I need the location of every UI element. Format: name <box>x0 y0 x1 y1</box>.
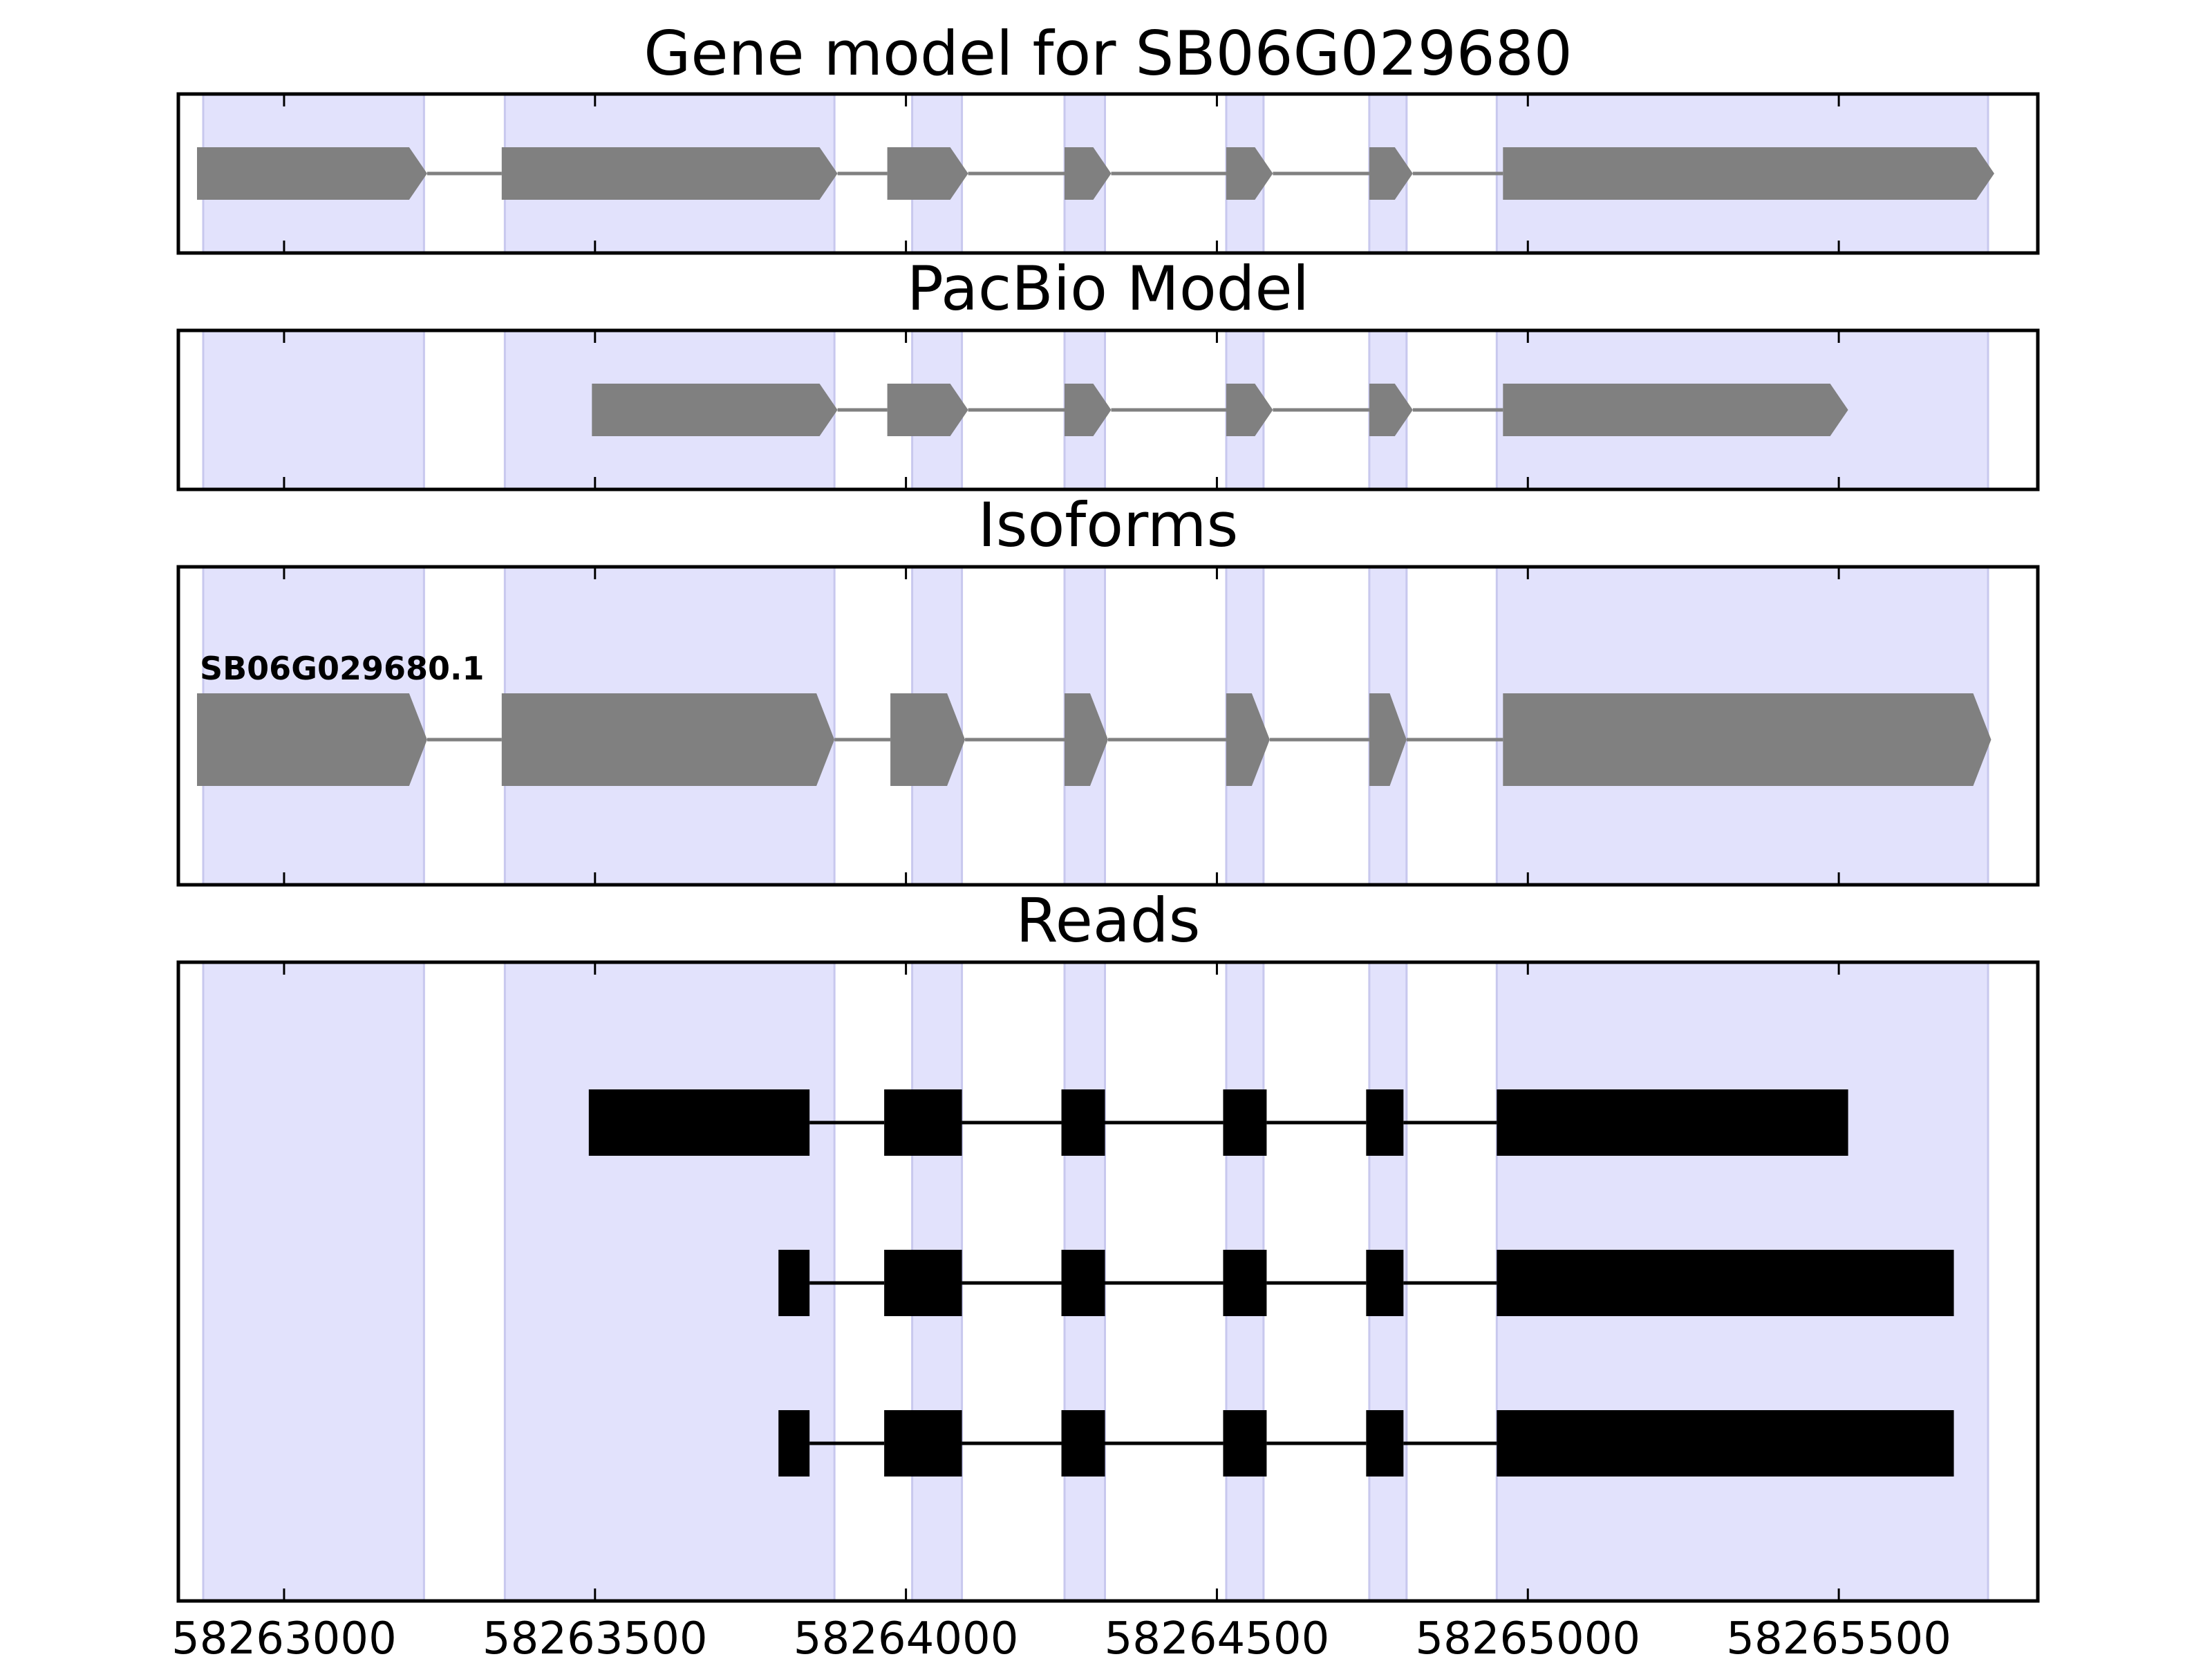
read-exon <box>1223 1250 1267 1316</box>
x-tick-label: 58264500 <box>1105 1613 1330 1659</box>
exon-arrow <box>1226 384 1273 436</box>
exon-arrow <box>1065 384 1112 436</box>
panel-title: Isoforms <box>978 489 1239 561</box>
exon-arrow <box>197 147 427 200</box>
exon-arrow <box>1503 384 1848 436</box>
read-track <box>778 1410 1954 1477</box>
gene-track <box>197 147 1994 200</box>
read-exon <box>884 1410 962 1477</box>
exon-arrow <box>890 693 966 786</box>
read-exon <box>778 1250 810 1316</box>
gene-track: SB06G029680.1 <box>197 650 1991 786</box>
read-exon <box>884 1089 962 1156</box>
exon-arrow <box>1065 693 1108 786</box>
read-exon <box>1061 1250 1105 1316</box>
read-exon <box>1497 1250 1954 1316</box>
axes-frame <box>176 328 2040 491</box>
axes-frame <box>176 92 2040 255</box>
read-exon <box>1497 1089 1848 1156</box>
axes-frame <box>176 565 2040 887</box>
read-exon <box>1366 1410 1404 1477</box>
read-exon <box>1223 1089 1267 1156</box>
x-tick-label: 58263500 <box>482 1613 708 1659</box>
panel-0: Gene model for SB06G029680 <box>176 18 2040 255</box>
read-exon <box>1223 1410 1267 1477</box>
exon-arrow <box>1503 147 1994 200</box>
exon-arrow <box>1369 147 1413 200</box>
x-tick-label: 58265500 <box>1726 1613 1951 1659</box>
exon-arrow <box>1065 147 1112 200</box>
exon-arrow <box>1503 693 1991 786</box>
exon-arrow <box>501 693 835 786</box>
read-exon <box>884 1250 962 1316</box>
panel-title: Gene model for SB06G029680 <box>644 18 1573 89</box>
read-exon <box>1061 1089 1105 1156</box>
read-exon <box>778 1410 810 1477</box>
read-track <box>588 1089 1848 1156</box>
exon-arrow <box>1369 384 1413 436</box>
x-tick-label: 58264000 <box>794 1613 1019 1659</box>
exon-arrow <box>592 384 838 436</box>
read-track <box>778 1250 1954 1316</box>
exon-arrow <box>1226 693 1270 786</box>
read-exon <box>1497 1410 1954 1477</box>
x-axis-labels: 58263000 58263500 58264000 58264500 58265000… <box>171 1613 1951 1659</box>
isoform-label: SB06G029680.1 <box>200 650 484 687</box>
exon-arrow <box>501 147 838 200</box>
read-exon <box>588 1089 810 1156</box>
read-exon <box>1366 1250 1404 1316</box>
panel-2: Isoforms SB06G029680.1 <box>176 489 2040 887</box>
exon-arrow <box>887 147 968 200</box>
exon-arrow <box>1226 147 1273 200</box>
axes-frame <box>176 960 2040 1603</box>
exon-arrow <box>887 384 968 436</box>
x-tick-label: 58265000 <box>1415 1613 1640 1659</box>
read-exon <box>1061 1410 1105 1477</box>
read-exon <box>1366 1089 1404 1156</box>
x-tick-label: 58263000 <box>171 1613 397 1659</box>
panel-title: Reads <box>1016 885 1201 956</box>
shaded-region <box>202 961 425 1602</box>
panel-3: Reads <box>176 885 2040 1603</box>
gene-track <box>592 384 1848 436</box>
panel-1: PacBio Model <box>176 253 2040 491</box>
panels-layer: Gene model for SB06G029680 PacBio Model Is… <box>171 18 2040 1659</box>
exon-arrow <box>1369 693 1407 786</box>
exon-arrow <box>197 693 427 786</box>
shaded-region <box>202 329 425 491</box>
panel-title: PacBio Model <box>907 253 1309 324</box>
